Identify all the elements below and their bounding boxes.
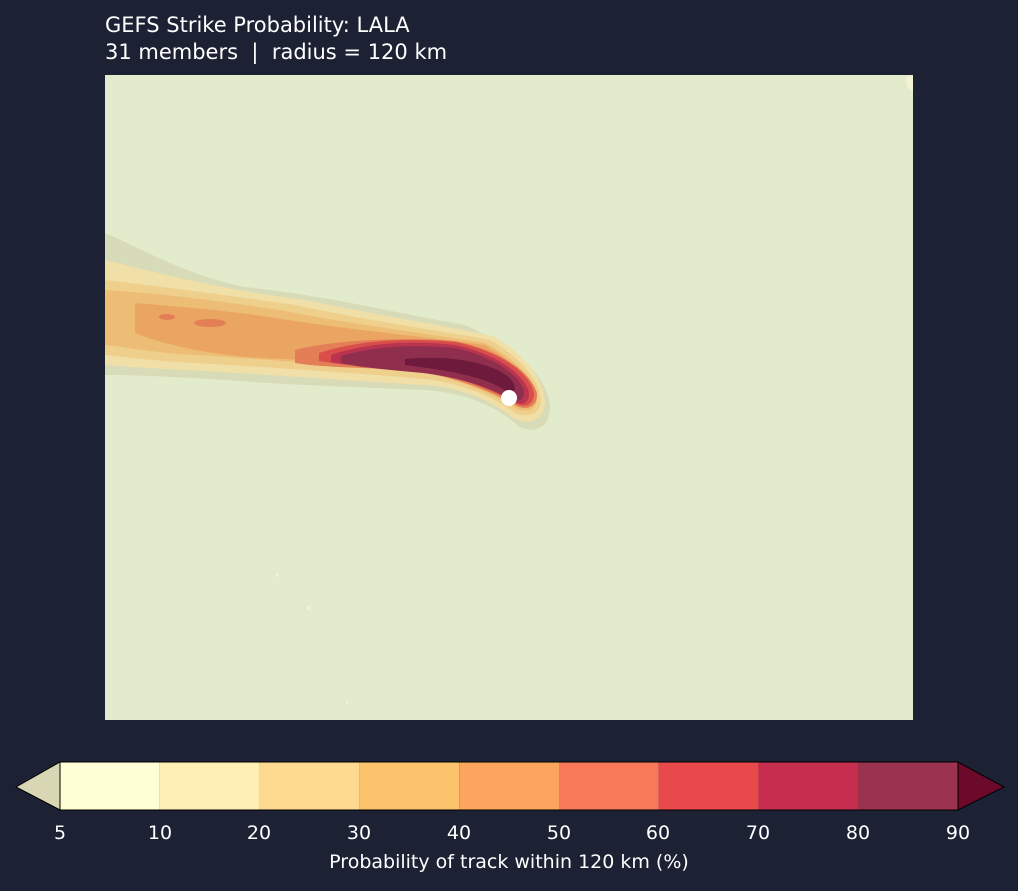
colorbar-tick: 10 (147, 822, 173, 844)
colorbar-bin-70-80 (758, 762, 859, 810)
colorbar-bin-60-70 (658, 762, 759, 810)
colorbar-bin-5-10 (60, 762, 160, 810)
colorbar-tick: 50 (546, 822, 572, 844)
map-canvas (105, 75, 913, 720)
contour-80 (341, 346, 524, 402)
colorbar-tick: 30 (346, 822, 372, 844)
title-storm: GEFS Strike Probability: LALA (105, 13, 410, 37)
colorbar-bin-50-60 (559, 762, 659, 810)
colorbar-tick: 60 (645, 822, 671, 844)
colorbar-tick: 40 (446, 822, 472, 844)
colorbar-outline (59, 761, 959, 811)
colorbar-tick: 80 (845, 822, 871, 844)
colorbar-tick: 90 (945, 822, 971, 844)
island-mark (307, 606, 311, 610)
storm-position-marker (501, 390, 517, 406)
colorbar (14, 760, 1006, 814)
colorbar-tick: 5 (53, 822, 67, 844)
contour-blob (194, 319, 226, 327)
contour-blob (159, 314, 175, 320)
colorbar-bin-20-30 (259, 762, 360, 810)
probability-map (105, 75, 913, 720)
colorbar-bin-30-40 (359, 762, 460, 810)
island-mark (345, 701, 349, 705)
title-details: 31 members | radius = 120 km (105, 40, 448, 64)
colorbar-over-extension (957, 761, 1006, 811)
colorbar-bin-40-50 (459, 762, 559, 810)
colorbar-tick-labels: 5 10 20 30 40 50 60 70 80 90 (0, 822, 1018, 848)
colorbar-label: Probability of track within 120 km (%) (329, 851, 689, 873)
island-mark (275, 573, 279, 577)
colorbar-tick: 70 (745, 822, 771, 844)
colorbar-under-extension (14, 761, 61, 811)
colorbar-tick: 20 (246, 822, 272, 844)
colorbar-bin-10-20 (159, 762, 260, 810)
map-title: GEFS Strike Probability: LALA 31 members… (105, 12, 447, 66)
island-mark (905, 75, 913, 91)
colorbar-canvas (14, 761, 1006, 811)
colorbar-bin-80-90 (858, 762, 958, 810)
contour-90 (405, 357, 515, 392)
